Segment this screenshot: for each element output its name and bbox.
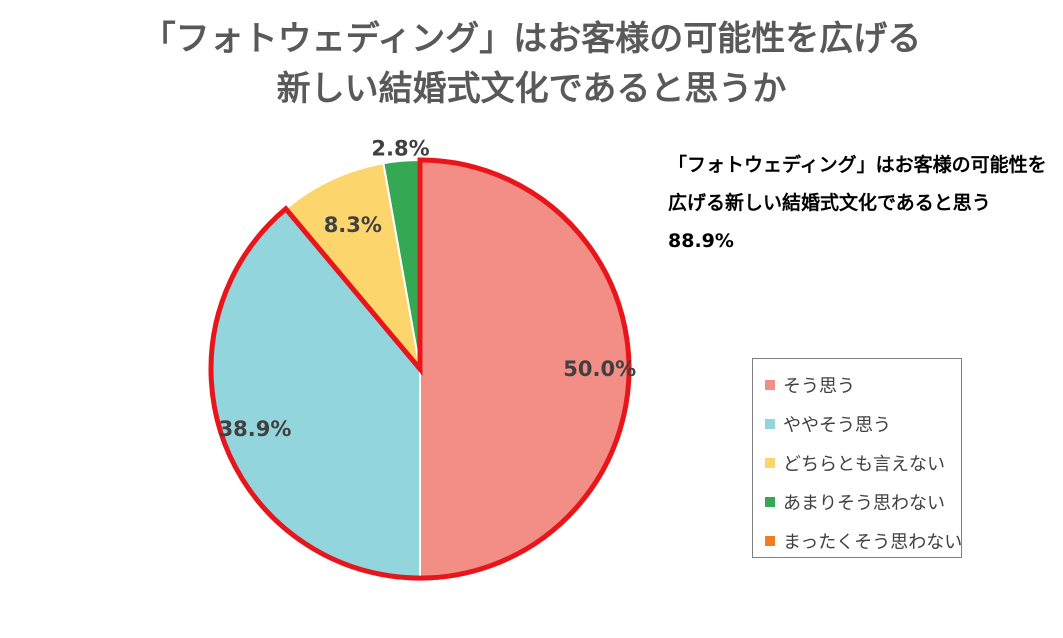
legend-label-1: そう思う	[783, 375, 855, 397]
legend-swatch-4	[765, 496, 775, 507]
legend-item-3: どちらとも言えない	[753, 443, 961, 482]
data-label-1: 50.0%	[563, 357, 636, 381]
legend-label-4: あまりそう思わない	[783, 492, 945, 514]
data-label-2: 38.9%	[219, 417, 292, 441]
chart-legend: そう思う ややそう思う どちらとも言えない あまりそう思わない まったくそう思わ…	[752, 358, 962, 558]
legend-item-4: あまりそう思わない	[753, 482, 961, 521]
data-label-4: 2.8%	[371, 136, 429, 160]
data-label-3: 8.3%	[324, 213, 382, 237]
callout-value: 88.9%	[668, 230, 734, 252]
callout-line-1: 「フォトウェディング」はお客様の可能性を	[668, 154, 1047, 176]
legend-swatch-3	[765, 457, 775, 468]
chart-title: 「フォトウェディング」はお客様の可能性を広げる 新しい結婚式文化であると思うか	[0, 14, 1063, 114]
legend-item-2: ややそう思う	[753, 404, 961, 443]
legend-swatch-1	[765, 379, 775, 390]
highlight-outline	[208, 157, 632, 581]
chart-title-line-2: 新しい結婚式文化であると思うか	[276, 69, 787, 109]
legend-item-5: まったくそう思わない	[753, 521, 963, 560]
legend-item-1: そう思う	[753, 365, 961, 404]
callout-annotation: 「フォトウェディング」はお客様の可能性を 広げる新しい結婚式文化であると思う 8…	[668, 146, 1048, 260]
legend-label-5: まったくそう思わない	[783, 531, 963, 553]
pie-slice-3	[284, 162, 422, 373]
legend-label-3: どちらとも言えない	[783, 453, 945, 475]
legend-swatch-5	[765, 535, 775, 546]
callout-line-2: 広げる新しい結婚式文化であると思う	[668, 192, 991, 214]
legend-swatch-2	[765, 418, 775, 429]
legend-label-2: ややそう思う	[783, 414, 891, 436]
chart-title-line-1: 「フォトウェディング」はお客様の可能性を広げる	[141, 19, 922, 59]
